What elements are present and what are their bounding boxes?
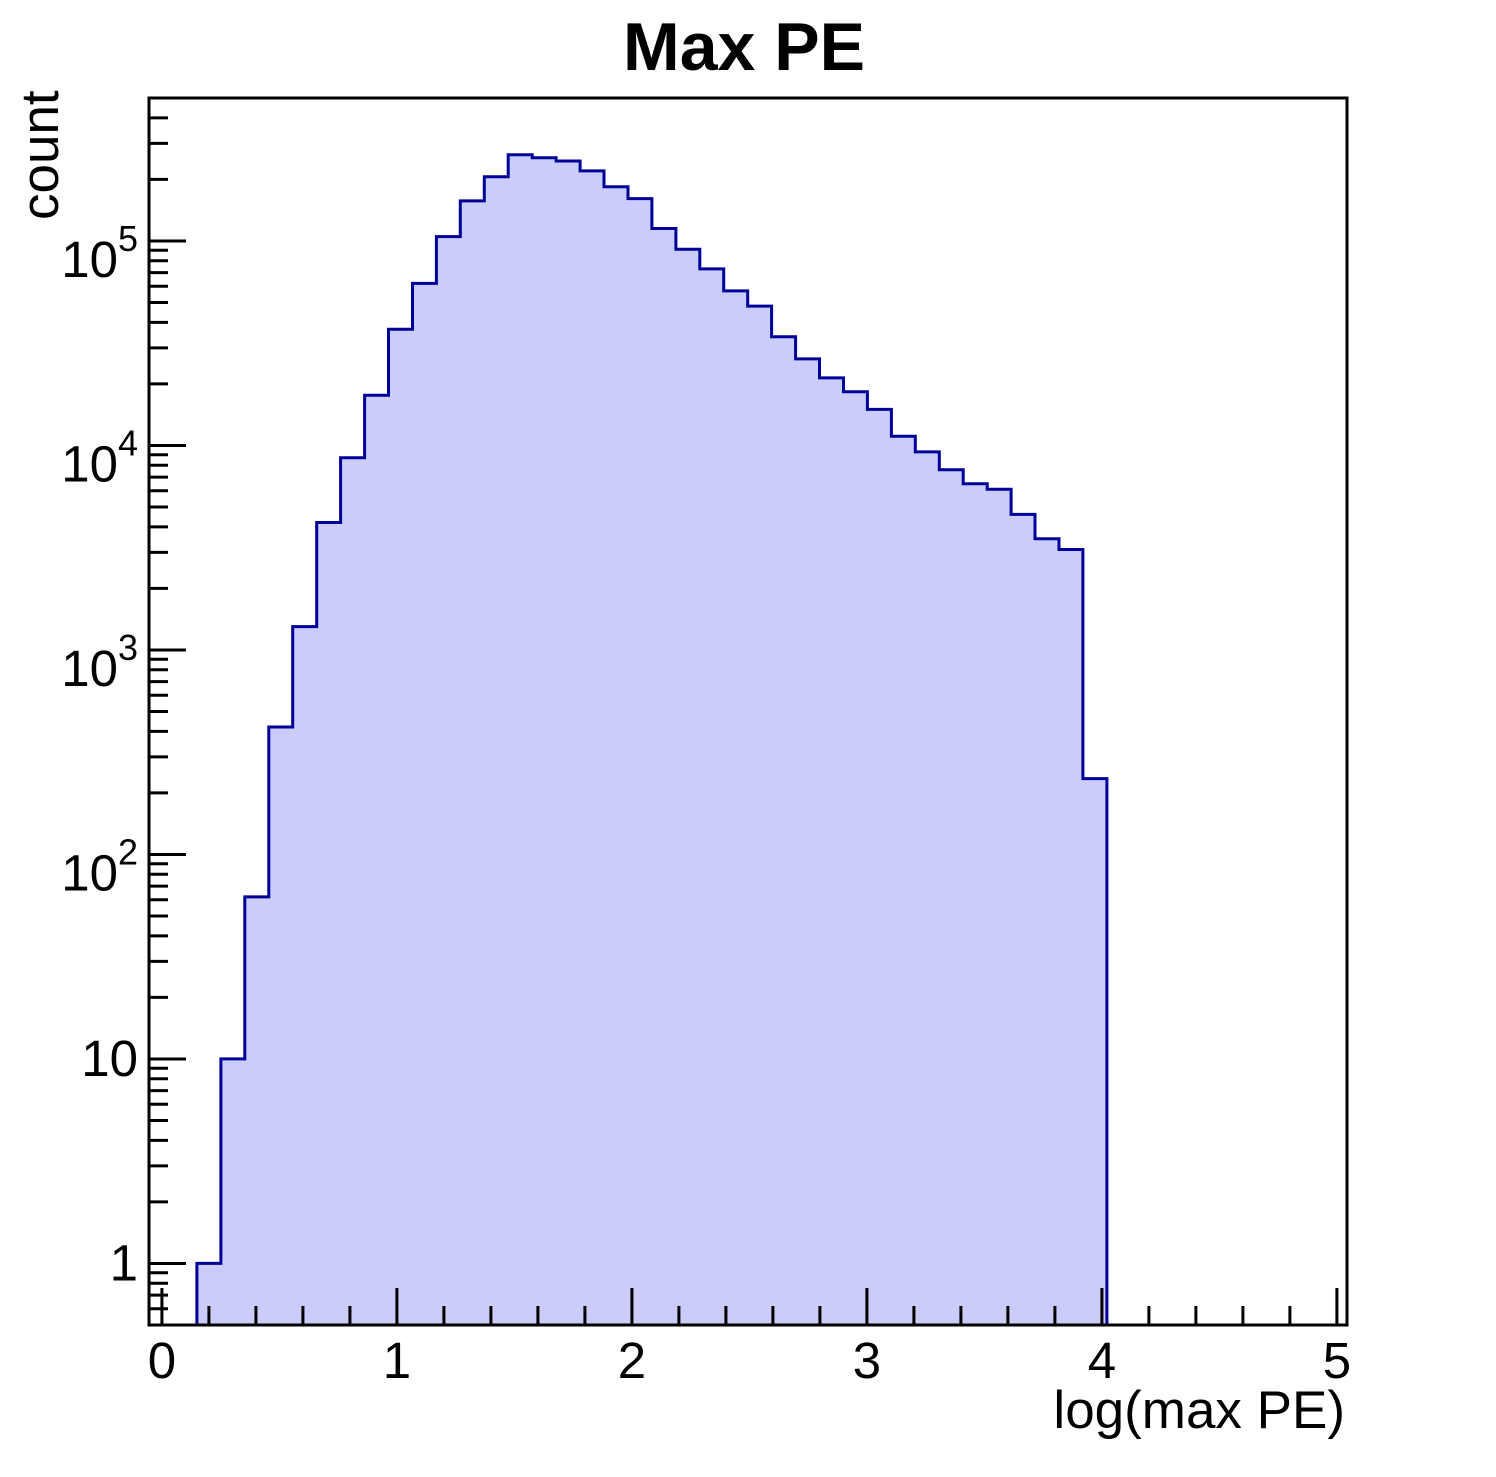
y-axis-title: count [11,90,70,220]
histogram-outline [195,153,1109,1325]
y-tick-label: 1 [110,1234,138,1291]
y-tick-label: 102 [61,831,138,901]
x-axis-title: log(max PE) [1053,1381,1345,1440]
x-tick-label: 1 [383,1332,411,1389]
x-tick-label: 5 [1323,1332,1351,1389]
y-tick-label: 104 [61,422,138,492]
chart-title: Max PE [623,9,865,85]
y-tick-label: 10 [81,1030,138,1087]
y-tick-label: 103 [61,627,138,697]
x-tick-label: 4 [1088,1332,1116,1389]
x-tick-label: 2 [618,1332,646,1389]
histogram-fill [196,154,1107,1326]
x-tick-label: 0 [148,1332,176,1389]
x-tick-label: 3 [853,1332,881,1389]
y-tick-label: 105 [61,218,138,288]
